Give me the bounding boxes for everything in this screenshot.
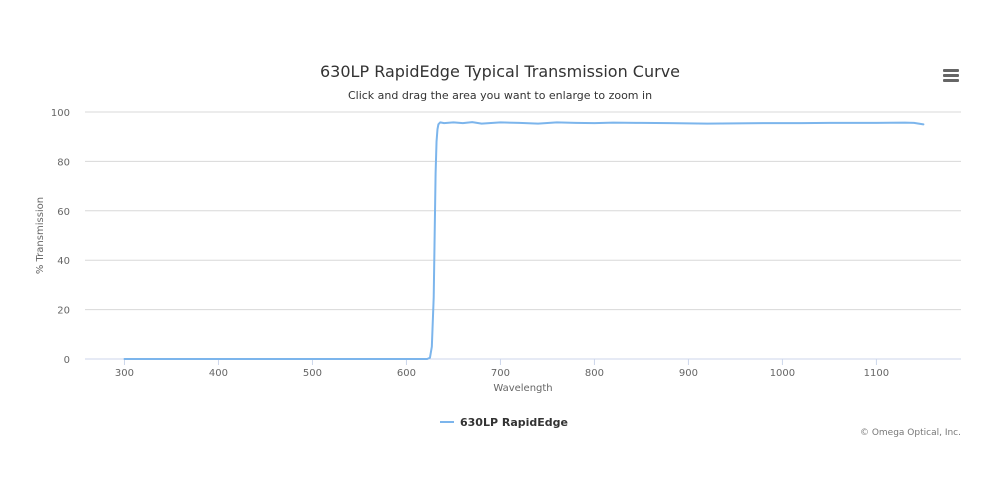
- menu-bar: [943, 69, 959, 72]
- y-tick-label: 80: [57, 157, 70, 168]
- y-tick-label: 100: [51, 108, 70, 119]
- menu-bar: [943, 74, 959, 77]
- y-tick-label: 60: [57, 207, 70, 218]
- x-tick-label: 700: [491, 368, 510, 379]
- legend-item[interactable]: 630LP RapidEdge: [440, 413, 568, 431]
- y-tick-label: 20: [57, 306, 70, 317]
- chart-subtitle: Click and drag the area you want to enla…: [347, 89, 653, 102]
- credits-link[interactable]: © Omega Optical, Inc.: [859, 428, 961, 438]
- menu-bar: [943, 79, 959, 82]
- x-tick-label: 1100: [864, 368, 889, 379]
- x-tick-label: 400: [209, 368, 228, 379]
- x-axis-title: Wavelength: [493, 383, 552, 394]
- x-tick-label: 500: [303, 368, 322, 379]
- series-line[interactable]: [123, 121, 925, 360]
- hamburger-menu-icon[interactable]: [938, 64, 964, 86]
- x-tick-label: 600: [397, 368, 416, 379]
- x-tick-label: 800: [585, 368, 604, 379]
- legend-label: 630LP RapidEdge: [460, 415, 568, 429]
- legend-swatch: [440, 421, 454, 423]
- y-tick-label: 0: [64, 355, 70, 366]
- y-tick-label: 40: [57, 256, 70, 267]
- x-tick-label: 1000: [770, 368, 795, 379]
- x-tick-label: 900: [679, 368, 698, 379]
- chart-title: 630LP RapidEdge Typical Transmission Cur…: [320, 62, 680, 81]
- x-tick-label: 300: [115, 368, 134, 379]
- y-axis-title: % Transmission: [35, 197, 46, 274]
